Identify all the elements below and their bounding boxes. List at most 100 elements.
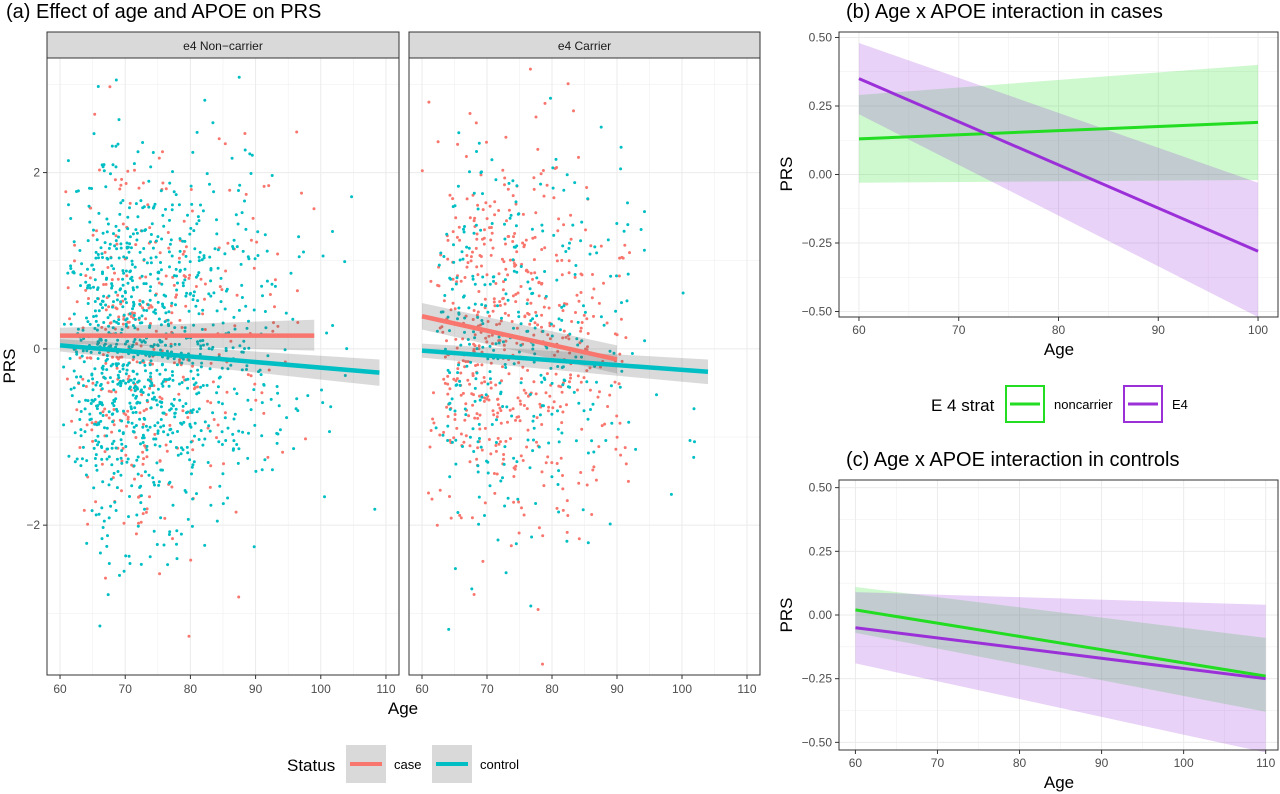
- scatter-point-control: [488, 370, 492, 374]
- scatter-point-control: [95, 468, 99, 472]
- scatter-point-control: [519, 322, 523, 326]
- scatter-point-control: [71, 270, 75, 274]
- scatter-point-control: [105, 426, 109, 430]
- scatter-point-case: [489, 238, 493, 242]
- scatter-point-control: [512, 456, 516, 460]
- scatter-point-case: [188, 273, 192, 277]
- scatter-point-control: [126, 457, 130, 461]
- scatter-point-case: [484, 201, 488, 205]
- scatter-point-case: [491, 409, 495, 413]
- scatter-point-control: [149, 285, 153, 289]
- scatter-point-control: [112, 439, 116, 443]
- scatter-point-control: [556, 427, 560, 431]
- scatter-point-case: [561, 309, 565, 313]
- scatter-point-case: [508, 408, 512, 412]
- scatter-point-control: [626, 272, 630, 276]
- scatter-point-control: [128, 495, 131, 498]
- scatter-point-case: [120, 459, 124, 463]
- scatter-point-control: [465, 245, 469, 249]
- scatter-point-control: [535, 276, 539, 280]
- scatter-point-case: [588, 388, 592, 392]
- scatter-point-control: [88, 186, 91, 190]
- scatter-point-case: [578, 341, 582, 345]
- scatter-point-case: [253, 382, 257, 386]
- scatter-point-control: [574, 264, 578, 267]
- scatter-point-control: [480, 303, 484, 307]
- scatter-point-control: [506, 496, 510, 500]
- scatter-point-case: [115, 307, 119, 311]
- scatter-point-control: [328, 430, 331, 434]
- scatter-point-control: [481, 275, 485, 279]
- legend-label-control: control: [480, 757, 519, 772]
- scatter-point-control: [134, 228, 138, 232]
- scatter-point-control: [477, 141, 481, 145]
- scatter-point-control: [143, 470, 147, 474]
- scatter-point-control: [215, 218, 218, 222]
- scatter-point-control: [345, 347, 349, 351]
- scatter-point-control: [92, 132, 96, 136]
- scatter-point-case: [533, 321, 537, 325]
- scatter-point-case: [189, 188, 193, 191]
- scatter-point-case: [91, 233, 95, 237]
- scatter-point-control: [100, 537, 104, 541]
- y-tick-label: 0.50: [809, 30, 833, 44]
- scatter-point-control: [571, 223, 575, 227]
- scatter-point-control: [105, 368, 109, 372]
- scatter-point-control: [294, 407, 298, 411]
- scatter-point-control: [243, 347, 246, 351]
- scatter-point-case: [592, 287, 596, 291]
- scatter-point-control: [170, 370, 174, 374]
- scatter-point-control: [125, 241, 129, 245]
- scatter-point-control: [201, 384, 205, 387]
- scatter-point-control: [72, 386, 76, 390]
- scatter-point-control: [454, 438, 458, 442]
- scatter-point-case: [100, 462, 104, 466]
- scatter-point-control: [121, 199, 125, 202]
- scatter-point-control: [534, 502, 538, 505]
- scatter-point-control: [98, 402, 102, 406]
- scatter-point-case: [138, 299, 142, 303]
- scatter-point-case: [478, 413, 482, 417]
- scatter-point-case: [167, 246, 171, 250]
- scatter-point-case: [585, 186, 589, 189]
- scatter-point-control: [557, 510, 561, 514]
- scatter-point-control: [481, 322, 485, 326]
- scatter-point-case: [551, 406, 555, 410]
- scatter-point-control: [602, 323, 606, 327]
- scatter-point-control: [175, 529, 179, 533]
- scatter-point-case: [599, 365, 602, 369]
- scatter-point-control: [618, 385, 622, 389]
- scatter-point-control: [96, 434, 100, 438]
- scatter-point-control: [541, 329, 545, 333]
- scatter-point-case: [512, 500, 516, 504]
- scatter-point-case: [206, 399, 210, 403]
- scatter-point-control: [138, 302, 142, 306]
- scatter-point-control: [583, 310, 587, 314]
- scatter-point-control: [329, 405, 333, 409]
- panel-c-lines: [855, 608, 1266, 681]
- scatter-point-control: [343, 374, 347, 377]
- scatter-point-case: [296, 321, 300, 324]
- scatter-point-control: [164, 368, 167, 372]
- scatter-point-control: [243, 199, 246, 203]
- scatter-point-control: [154, 293, 157, 297]
- scatter-point-control: [245, 368, 248, 371]
- scatter-point-control: [149, 233, 153, 236]
- scatter-point-control: [462, 227, 465, 231]
- scatter-point-control: [98, 411, 102, 415]
- scatter-point-case: [134, 532, 138, 536]
- trend-line-case: [421, 314, 618, 362]
- scatter-point-control: [224, 439, 228, 442]
- scatter-point-control: [99, 302, 103, 306]
- scatter-point-control: [121, 277, 125, 281]
- scatter-point-case: [508, 258, 512, 262]
- legend-label-e4: E4: [1172, 397, 1188, 412]
- scatter-point-control: [306, 394, 310, 398]
- scatter-point-case: [88, 276, 92, 280]
- scatter-point-case: [212, 418, 216, 421]
- scatter-point-control: [207, 424, 211, 428]
- scatter-point-control: [171, 378, 175, 382]
- scatter-point-control: [72, 240, 76, 244]
- scatter-point-control: [574, 355, 578, 359]
- scatter-point-control: [172, 190, 176, 194]
